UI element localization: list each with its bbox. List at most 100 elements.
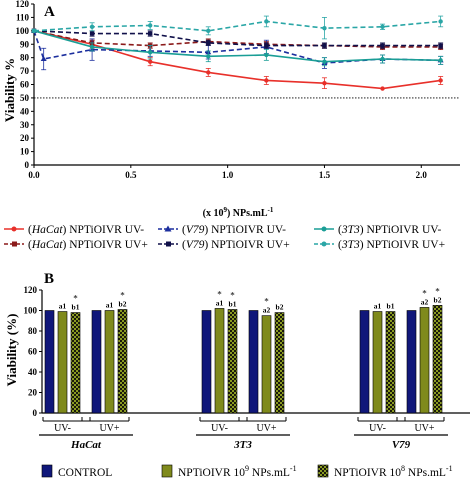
data-point <box>206 54 211 59</box>
panel-b-letter: B <box>44 271 54 287</box>
cell-line-label: 3T3 <box>233 439 252 451</box>
panel-b-axes: 0 20 40 60 80 100 120 <box>24 285 470 418</box>
legend-swatch <box>41 464 53 478</box>
legend-swatch <box>317 464 329 478</box>
bar <box>44 310 55 414</box>
bar <box>104 310 115 414</box>
legend-label: (3T3) NPTiOIVR UV+ <box>338 239 445 251</box>
legend-marker <box>164 225 172 232</box>
legend-item: (HaCat) NPTiOIVR UV+ <box>4 239 148 251</box>
condition-label: UV- <box>369 423 386 434</box>
data-point <box>322 80 327 86</box>
panel-a-axes: 0 10 20 30 40 50 60 70 80 90 100 110 120 0.0 0.5 1.0 1.5… <box>16 0 460 180</box>
legend-marker <box>321 241 327 247</box>
significance-letter: a1 <box>374 302 382 311</box>
significance-letter: b1 <box>229 299 237 308</box>
legend-item: (V79) NPTiOIVR UV- <box>158 224 286 236</box>
data-point <box>438 78 443 83</box>
data-point <box>147 23 153 28</box>
legend-marker <box>12 241 17 247</box>
panel-a-x-axis-label: (x 109) NPs.mL-1 <box>203 206 274 219</box>
panel-a-y-tick-label: 100 <box>16 26 30 36</box>
bar <box>432 305 443 414</box>
panel-a-x-tick-label: 2.0 <box>416 170 428 180</box>
legend-label: (HaCat) NPTiOIVR UV- <box>28 224 144 236</box>
bar <box>91 310 102 414</box>
data-point <box>206 40 211 46</box>
legend-label: (3T3) NPTiOIVR UV- <box>338 224 442 236</box>
legend-item: (HaCat) NPTiOIVR UV- <box>4 224 144 236</box>
series-line <box>33 30 441 47</box>
bar <box>359 310 370 414</box>
legend-label: NPTiOIVR 109 NPs.mL-1 <box>178 464 297 479</box>
panel-a-y-tick-label: 10 <box>20 147 30 157</box>
panel-b-y-tick-label: 100 <box>24 306 38 316</box>
condition-label: UV- <box>211 423 228 434</box>
significance-star: * <box>73 294 78 304</box>
data-point <box>31 28 37 34</box>
panel-b-y-axis-label: Viability (%) <box>4 314 19 387</box>
legend-label: (HaCat) NPTiOIVR UV+ <box>28 239 148 251</box>
data-point <box>380 43 385 48</box>
group-HaCat: a1 b1*a1 b2*UV- UV+HaCat <box>39 290 133 451</box>
panel-a-y-axis-label: Viability % <box>2 58 17 122</box>
panel-a-series <box>31 15 444 91</box>
bar <box>227 309 238 414</box>
bar <box>274 312 285 414</box>
condition-label: UV+ <box>99 423 119 434</box>
data-point <box>147 59 153 64</box>
legend-label: (V79) NPTiOIVR UV- <box>182 224 286 236</box>
data-point <box>89 31 95 36</box>
significance-letter: a1 <box>106 301 114 310</box>
panel-a-y-tick-label: 30 <box>20 120 30 130</box>
condition-label: UV+ <box>414 423 434 434</box>
bar <box>70 312 81 414</box>
data-point <box>438 19 443 24</box>
data-point <box>89 24 95 30</box>
significance-letter: b1 <box>387 302 395 311</box>
panel-a-letter: A <box>44 4 55 20</box>
panel-b-y-tick-label: 60 <box>28 347 38 357</box>
panel-b-y-tick-label: 20 <box>28 388 38 398</box>
cell-line-label: HaCat <box>70 439 102 451</box>
significance-star: * <box>217 289 222 299</box>
cell-line-label: V79 <box>392 439 411 451</box>
bar <box>261 315 272 414</box>
data-point <box>438 58 443 63</box>
bar <box>419 307 430 414</box>
legend-label: (V79) NPTiOIVR UV+ <box>182 239 290 251</box>
data-point <box>206 28 211 34</box>
panel-a-y-tick-label: 110 <box>16 12 30 22</box>
panel-b-y-tick-label: 40 <box>28 367 38 377</box>
legend-item: NPTiOIVR 109 NPs.mL-1 <box>161 464 297 479</box>
data-point <box>438 43 443 48</box>
legend-item: NPTiOIVR 108 NPs.mL-1 <box>317 464 453 479</box>
bar <box>117 309 128 414</box>
significance-letter: a2 <box>421 297 429 306</box>
legend-label: NPTiOIVR 108 NPs.mL-1 <box>334 464 453 479</box>
data-point <box>322 25 327 31</box>
legend-label: CONTROL <box>58 467 112 479</box>
data-point <box>322 43 327 48</box>
panel-a-y-tick-label: 90 <box>20 39 30 49</box>
panel-a-y-tick-label: 80 <box>20 53 30 63</box>
significance-letter: b2 <box>119 299 127 308</box>
significance-star: * <box>264 297 269 307</box>
data-point <box>40 56 47 62</box>
bar <box>248 310 259 414</box>
significance-letter: b2 <box>276 303 284 312</box>
significance-letter: a2 <box>263 306 271 315</box>
data-point <box>147 31 153 36</box>
series-line <box>33 20 441 32</box>
bar <box>214 308 225 414</box>
series-line <box>33 30 441 48</box>
panel-b-y-tick-label: 80 <box>28 326 38 336</box>
panel-a-y-tick-label: 40 <box>20 106 30 116</box>
bar <box>57 311 68 414</box>
significance-letter: a1 <box>59 302 67 311</box>
panel-a-y-tick-label: 50 <box>20 93 30 103</box>
condition-label: UV- <box>54 423 71 434</box>
series-V79-uv-plus <box>31 28 444 49</box>
